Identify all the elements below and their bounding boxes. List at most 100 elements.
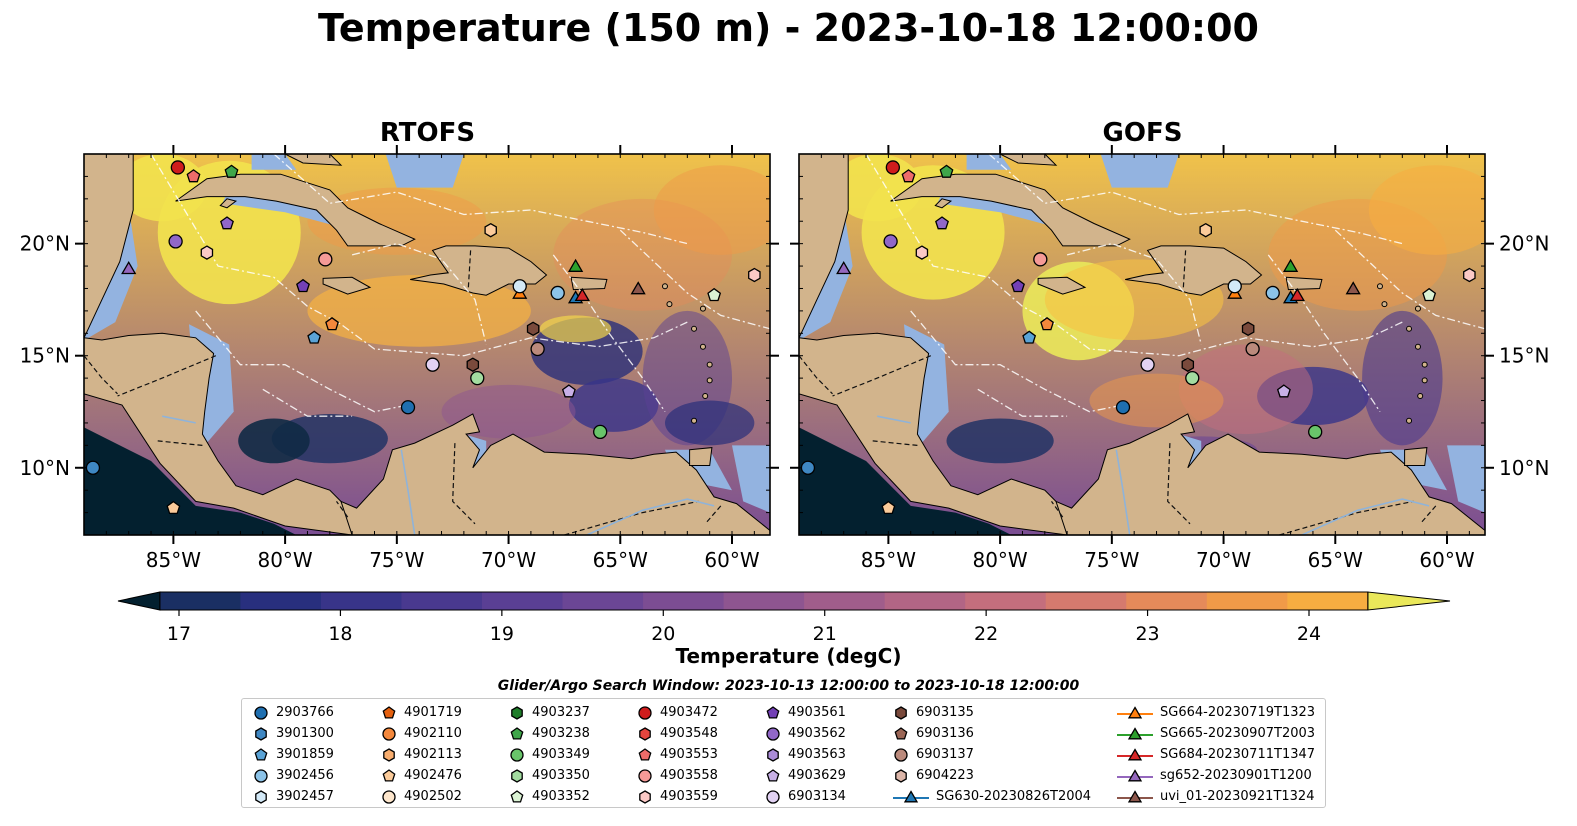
colorbar-segment — [159, 592, 241, 610]
float-marker — [939, 164, 954, 178]
eez-boundary — [552, 254, 666, 413]
colorbar-segment — [1126, 592, 1208, 610]
map-title-rtofs: RTOFS — [379, 118, 476, 148]
legend-symbol — [255, 726, 267, 741]
float-marker — [1289, 287, 1305, 302]
legend-item: 4903558 — [636, 765, 718, 786]
country-border — [1279, 500, 1414, 535]
legend-symbol — [511, 705, 523, 720]
float-marker — [1181, 357, 1195, 372]
temperature-patch — [664, 400, 755, 446]
legend-label: 4903350 — [532, 768, 590, 783]
y-tick-label: 15°N — [20, 344, 70, 368]
float-marker — [1276, 384, 1291, 398]
legend-symbol — [254, 768, 268, 783]
legend-item: 6903136 — [892, 723, 974, 744]
x-tick-label: 75°W — [369, 548, 424, 572]
land-small-island — [691, 325, 698, 332]
temperature-patch — [946, 418, 1054, 464]
map-title-gofs: GOFS — [1102, 118, 1183, 148]
float-marker — [1463, 267, 1476, 283]
float-marker — [881, 500, 896, 515]
river — [1301, 498, 1430, 535]
legend-item: 4903349 — [508, 744, 590, 765]
land-small-island — [1406, 417, 1413, 424]
land-hispaniola — [410, 245, 548, 296]
legend-item: 4903237 — [508, 702, 590, 723]
legend-item: 4903352 — [508, 786, 590, 807]
float-marker — [1282, 258, 1299, 272]
legend-label: 6903135 — [916, 705, 974, 720]
shelf-guiana — [732, 445, 770, 513]
legend-symbol — [383, 747, 395, 762]
float-marker — [915, 245, 929, 260]
eez-boundary — [865, 154, 1403, 357]
float-marker — [1245, 341, 1260, 357]
legend-item: 3902457 — [252, 786, 334, 807]
legend-label: 6903136 — [916, 726, 974, 741]
colorbar-label: Temperature (degC) — [675, 644, 902, 668]
legend-label: 4903352 — [532, 789, 590, 804]
legend-label: 6903137 — [916, 747, 974, 762]
legend-symbol — [1127, 789, 1143, 802]
legend-label: 4902110 — [404, 726, 462, 741]
legend-item: sg652-20230901T1200 — [1116, 765, 1312, 786]
legend-label: 4903553 — [660, 747, 718, 762]
legend-symbol — [895, 705, 907, 720]
float-marker — [1227, 279, 1242, 294]
legend-label: 4903349 — [532, 747, 590, 762]
colorbar-segment — [320, 592, 402, 610]
map-panel-rtofs: 85°W 80°W 75°W 70°W 65°W 60°W 20°N 15°N 10°N — [20, 145, 779, 572]
legend-symbol — [254, 705, 268, 720]
colorbar-segment — [965, 592, 1047, 610]
pacific-ocean-region — [84, 427, 297, 535]
legend-item: 4903548 — [636, 723, 718, 744]
legend-label: 4903561 — [788, 705, 846, 720]
colorbar-segment — [643, 592, 725, 610]
legend-symbol — [638, 705, 652, 720]
land-small-island — [1376, 283, 1383, 290]
float-marker — [307, 330, 322, 344]
legend-label: uvi_01-20230921T1324 — [1160, 789, 1315, 804]
legend-symbol — [903, 789, 919, 802]
float-marker — [1022, 330, 1037, 344]
float-marker — [470, 370, 485, 386]
legend-item: SG664-20230719T1323 — [1116, 702, 1315, 723]
legend-symbol — [255, 789, 267, 804]
x-tick-label: 85°W — [146, 548, 201, 572]
temperature-patch — [539, 315, 612, 343]
land-isla-juventud — [219, 198, 238, 209]
y-tick-label: 20°N — [1499, 232, 1549, 256]
float-marker — [325, 316, 339, 331]
colorbar-tick-label: 23 — [1135, 623, 1159, 645]
temperature-patch — [238, 418, 310, 464]
country-border — [1419, 505, 1437, 525]
eez-boundary — [150, 154, 688, 357]
legend-symbol — [382, 726, 396, 741]
country-border — [336, 501, 349, 518]
float-marker — [220, 216, 234, 230]
legend-item: 6903135 — [892, 702, 974, 723]
land-central-america — [84, 332, 353, 535]
y-tick-label: 15°N — [1499, 344, 1549, 368]
legend: 2903766 3901300 3901859 3902456 3902457 49017… — [241, 698, 1326, 808]
float-marker — [526, 321, 540, 337]
legend-symbol — [638, 768, 652, 783]
x-tick-label: 70°W — [481, 548, 536, 572]
temperature-patch — [1362, 310, 1443, 446]
land-small-island — [706, 361, 713, 368]
land-small-island — [1421, 377, 1428, 384]
colorbar-tick-label: 21 — [813, 623, 837, 645]
colorbar-frame — [159, 591, 1369, 611]
colorbar-segment — [723, 592, 805, 610]
legend-label: SG664-20230719T1323 — [1160, 705, 1316, 720]
legend-symbol — [894, 747, 908, 762]
legend-symbol — [766, 705, 780, 719]
colorbar: 17 18 19 20 21 22 23 24 — [117, 591, 1451, 645]
colorbar-segment — [1045, 592, 1127, 610]
legend-label: 4903562 — [788, 726, 846, 741]
temperature-patch — [568, 378, 659, 432]
float-marker — [1422, 287, 1437, 302]
land-small-island — [1406, 325, 1413, 332]
x-tick-label: 60°W — [704, 548, 759, 572]
